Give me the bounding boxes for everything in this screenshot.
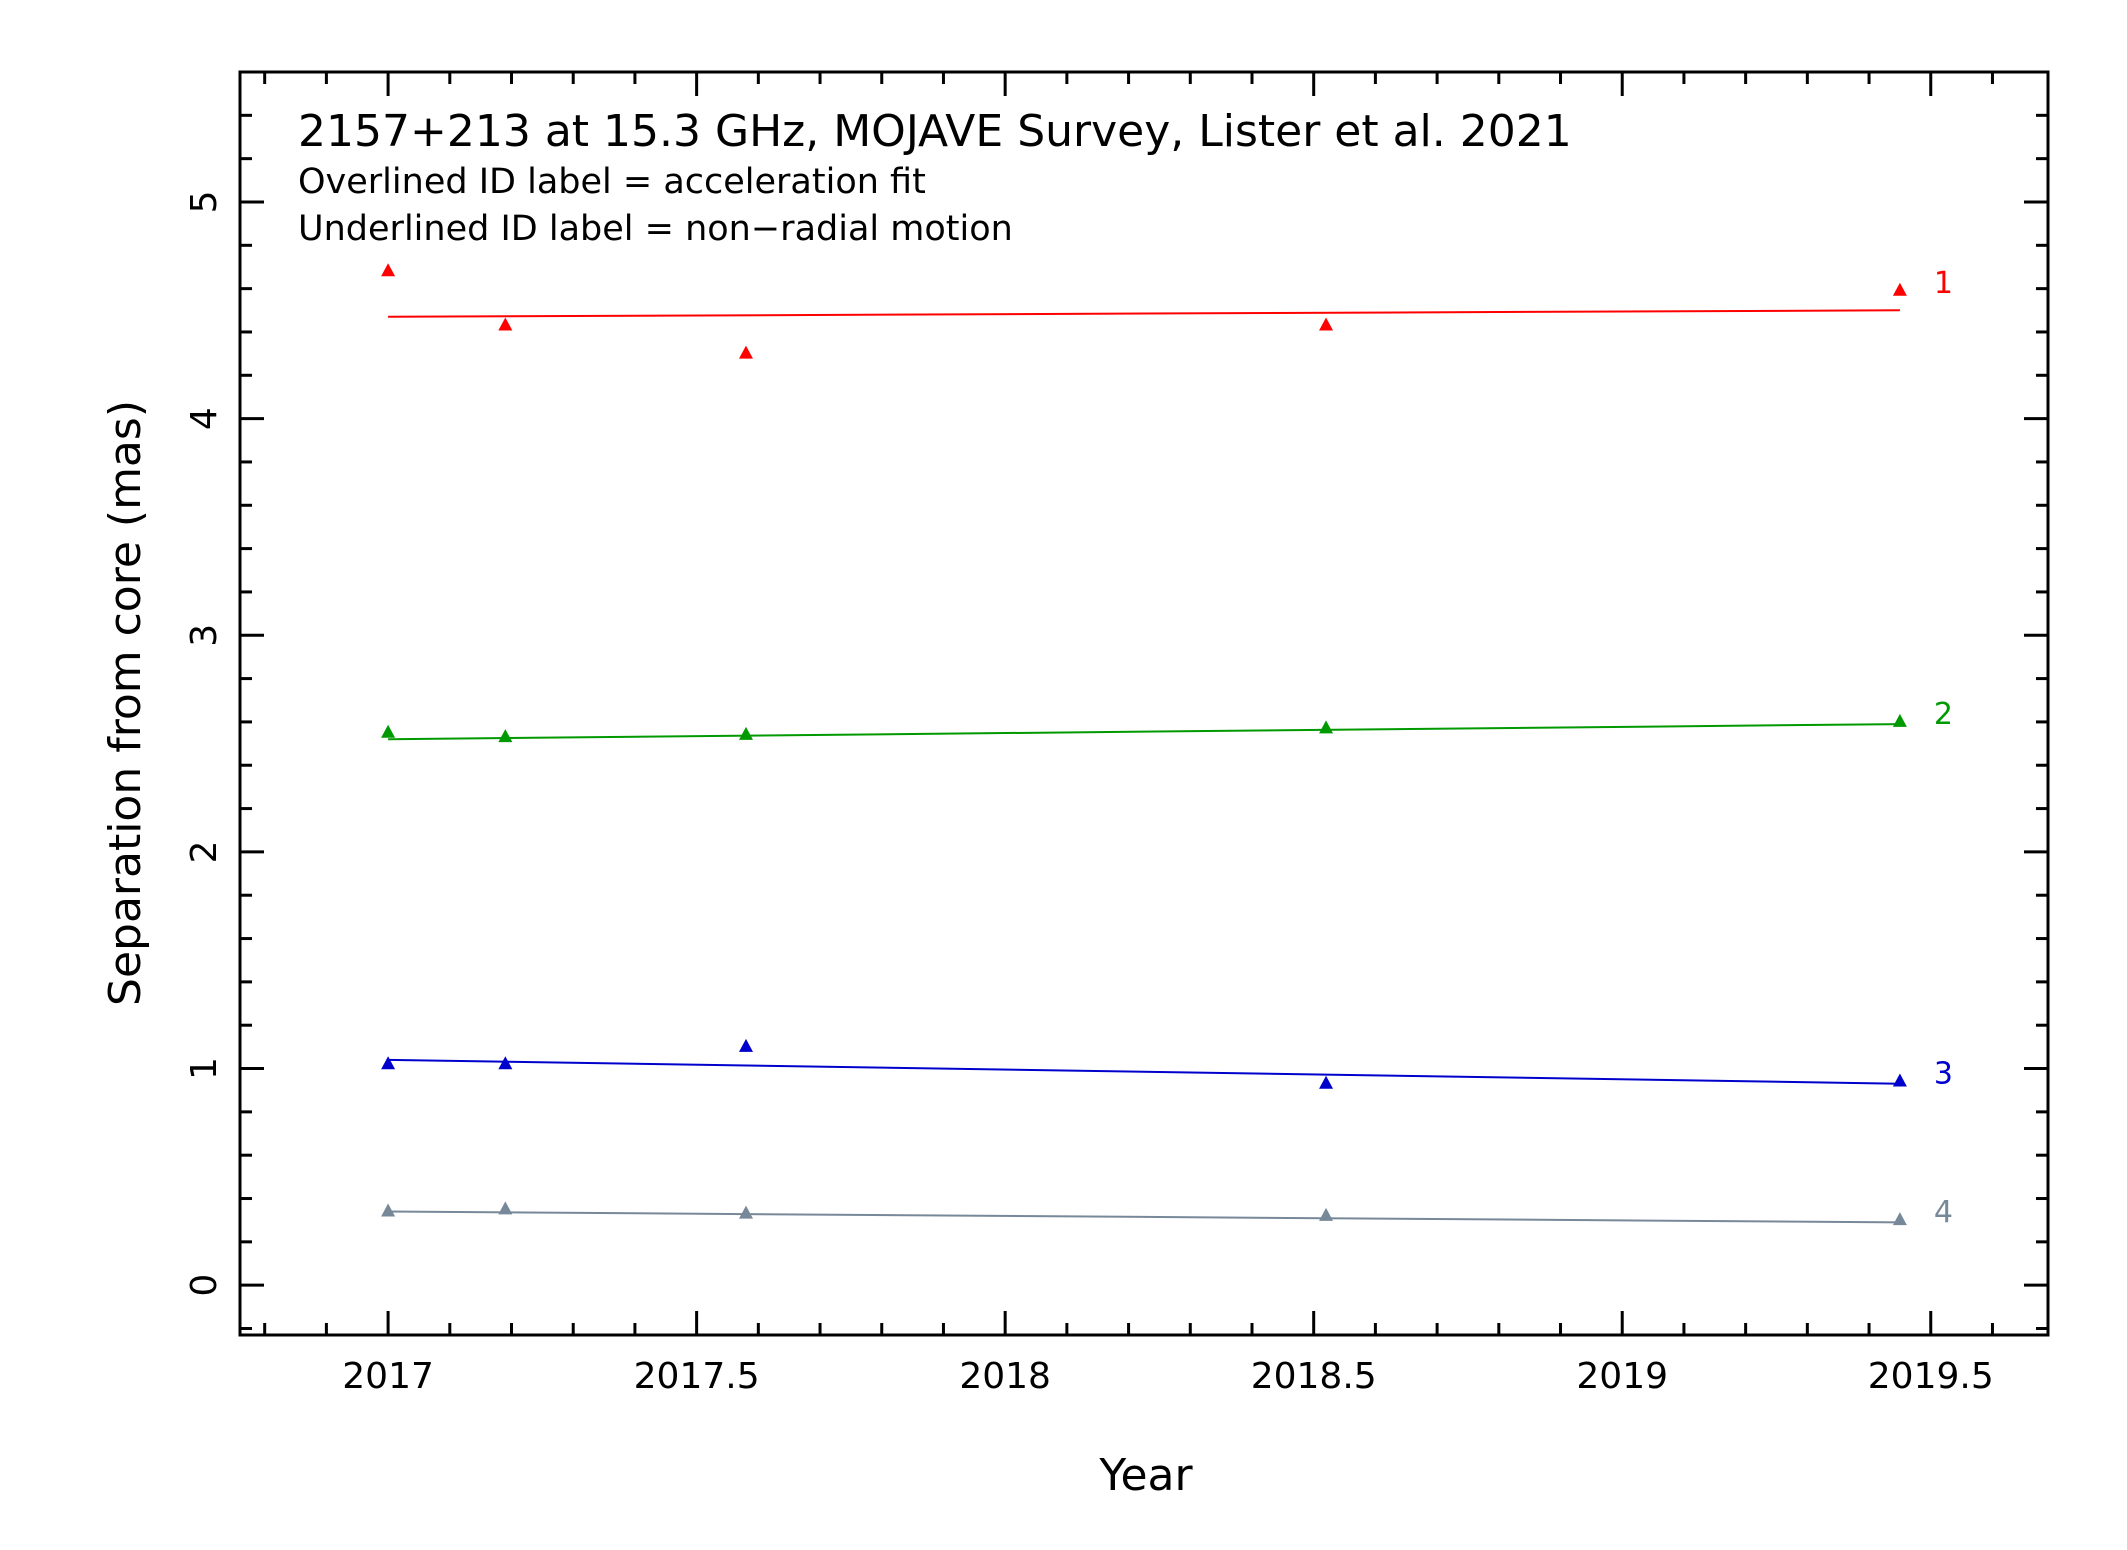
- data-point-series-3: [1319, 1075, 1334, 1089]
- note-acceleration-fit: Overlined ID label = acceleration fit: [298, 162, 926, 202]
- x-axis-label: Year: [1098, 1450, 1193, 1501]
- series-id-label: 4: [1934, 1195, 1953, 1230]
- fit-line-series-4: [388, 1210, 1900, 1224]
- x-tick-label: 2018: [959, 1356, 1051, 1397]
- fit-line-series-2: [388, 723, 1900, 741]
- x-tick-label: 2017.5: [634, 1356, 760, 1397]
- y-tick-label: 3: [184, 624, 225, 647]
- x-tick-label: 2019.5: [1868, 1356, 1994, 1397]
- series-id-labels: 1 2 3 4: [1934, 266, 1953, 1230]
- chart-title: 2157+213 at 15.3 GHz, MOJAVE Survey, Lis…: [298, 106, 1572, 157]
- x-tick-label: 2017: [342, 1356, 434, 1397]
- data-point-series-1: [738, 345, 753, 359]
- data-point-series-1: [381, 263, 396, 277]
- data-point-series-4: [381, 1203, 396, 1217]
- data-point-series-2: [381, 724, 396, 738]
- x-tick-label: 2019: [1576, 1356, 1668, 1397]
- fit-lines: [388, 309, 1900, 1224]
- data-point-series-1: [498, 317, 513, 331]
- fit-line-series-1: [388, 309, 1900, 318]
- data-point-series-3: [381, 1056, 396, 1070]
- y-tick-label: 1: [184, 1057, 225, 1080]
- series-id-label: 2: [1934, 697, 1953, 732]
- data-points: [381, 263, 1907, 1226]
- y-axis-label: Separation from core (mas): [100, 400, 151, 1006]
- data-point-series-4: [1892, 1212, 1907, 1226]
- series-id-label: 3: [1934, 1057, 1953, 1092]
- x-ticks: 2017 2017.5 2018 2018.5 2019 2019.5: [263, 72, 1994, 1397]
- y-tick-label: 5: [184, 191, 225, 214]
- data-point-series-4: [498, 1201, 513, 1215]
- data-point-series-2: [738, 726, 753, 740]
- data-point-series-2: [1892, 713, 1907, 727]
- y-ticks: 0 1 2 3 4 5: [184, 70, 2048, 1331]
- y-tick-label: 0: [184, 1274, 225, 1297]
- plot-frame: [238, 70, 2050, 1337]
- data-point-series-4: [738, 1205, 753, 1219]
- data-point-series-1: [1892, 282, 1907, 296]
- data-point-series-3: [498, 1056, 513, 1070]
- x-tick-label: 2018.5: [1251, 1356, 1377, 1397]
- data-point-series-2: [498, 729, 513, 743]
- data-point-series-2: [1319, 720, 1334, 734]
- data-point-series-4: [1319, 1207, 1334, 1221]
- data-point-series-3: [738, 1038, 753, 1052]
- data-point-series-3: [1892, 1073, 1907, 1087]
- y-tick-label: 4: [184, 407, 225, 430]
- data-point-series-1: [1319, 317, 1334, 331]
- fit-line-series-3: [388, 1058, 1900, 1085]
- y-tick-label: 2: [184, 840, 225, 863]
- series-id-label: 1: [1934, 266, 1953, 301]
- note-non-radial-motion: Underlined ID label = non−radial motion: [298, 209, 1013, 249]
